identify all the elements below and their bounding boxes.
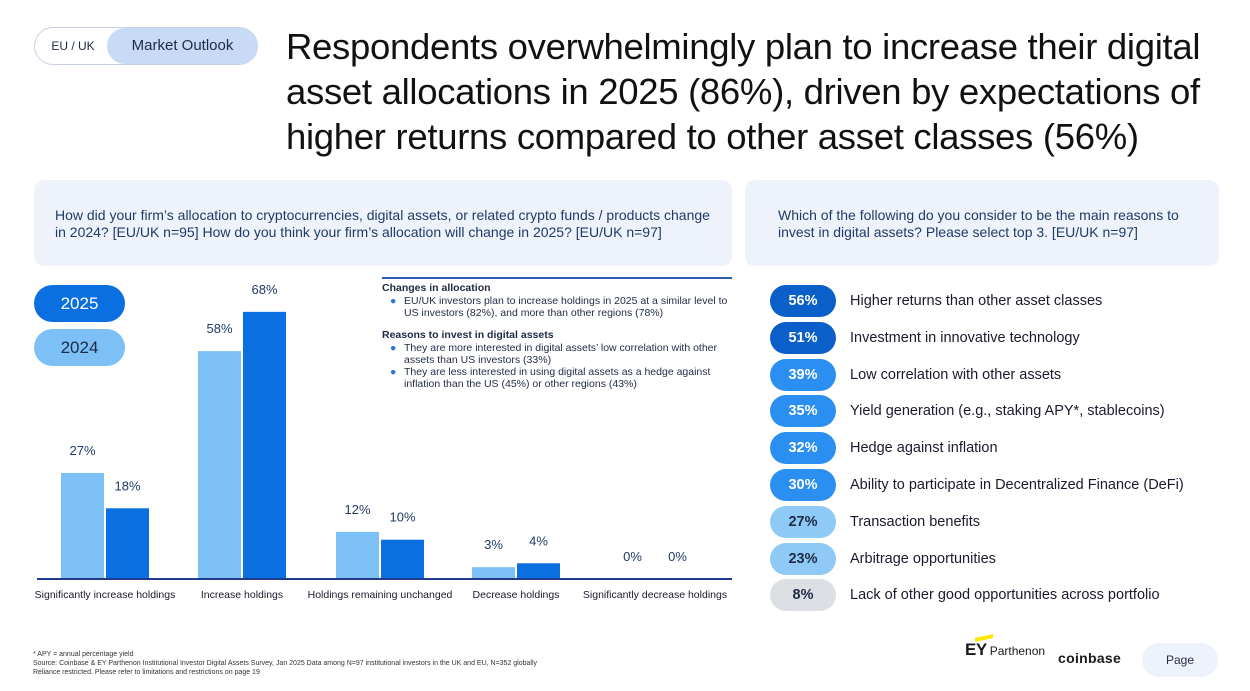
reasons-note-item: ● They are less interested in using digit… [390, 366, 711, 390]
ey-parthenon-logo: EY Parthenon [965, 634, 1045, 660]
bar-2024 [61, 472, 104, 579]
data-label-2024: 3% [484, 537, 503, 552]
allocation-question-box: How did your firm’s allocation to crypto… [34, 180, 732, 266]
reason-label: Ability to participate in Decentralized … [850, 477, 1184, 493]
bar-2025 [517, 563, 560, 579]
bar-2024 [198, 351, 241, 579]
reason-percent-badge: 30% [770, 469, 836, 501]
category-label: Significantly decrease holdings [583, 589, 727, 601]
reason-percent-badge: 51% [770, 321, 836, 354]
reason-label: Transaction benefits [850, 513, 981, 530]
bar-2024 [472, 567, 515, 579]
insight-notes: Changes in allocation ● EU/UK investors p… [382, 277, 732, 390]
reason-percent-badge: 32% [770, 432, 836, 465]
reason-label: Low correlation with other assets [850, 366, 1062, 383]
data-label-2024: 58% [206, 321, 232, 336]
data-label-2025: 10% [389, 510, 415, 525]
data-label-2025: 0% [668, 549, 687, 564]
reason-label: Higher returns than other asset classes [850, 293, 1103, 309]
coinbase-logo: coinbase [1058, 650, 1122, 666]
legend-2025: 2025 [34, 285, 125, 322]
reason-percent-badge: 35% [770, 395, 836, 428]
region-label[interactable]: EU / UK [51, 39, 95, 53]
reason-label: Hedge against inflation [850, 440, 998, 457]
reason-percent-badge: 27% [770, 505, 836, 538]
category-label: Holdings remaining unchanged [308, 589, 453, 601]
reasons-notes-heading: Reasons to invest in digital assets [382, 329, 554, 341]
bar-2025 [106, 508, 149, 579]
data-label-2024: 27% [69, 443, 95, 458]
data-label-2024: 12% [344, 502, 370, 517]
reason-label: Arbitrage opportunities [850, 550, 996, 567]
reasons-question: Which of the following do you consider t… [778, 207, 1179, 240]
reason-percent-badge: 56% [770, 285, 836, 317]
page-indicator[interactable]: Page [1142, 643, 1218, 677]
allocation-notes-heading: Changes in allocation [382, 282, 491, 294]
category-label: Decrease holdings [473, 589, 560, 601]
allocation-bar-chart: 27% 18% Significantly increase holdings 58%… [35, 282, 732, 601]
section-label[interactable]: Market Outlook [107, 28, 258, 64]
reason-label: Investment in innovative technology [850, 329, 1080, 346]
category-label: Increase holdings [201, 589, 283, 601]
footnote: * APY = annual percentage yield Source: … [33, 651, 538, 676]
data-label-2025: 68% [251, 282, 277, 297]
page-title: Respondents overwhelmingly plan to incre… [286, 26, 1201, 157]
data-label-2025: 4% [529, 533, 548, 548]
reason-label: Yield generation (e.g., staking APY*, st… [850, 403, 1165, 420]
allocation-question: How did your firm’s allocation to crypto… [55, 207, 710, 240]
reasons-question-box: Which of the following do you consider t… [745, 180, 1219, 266]
region-toggle[interactable]: EU / UK Market Outlook [34, 27, 258, 65]
reason-percent-badge: 39% [770, 358, 836, 391]
data-label-2024: 0% [623, 549, 642, 564]
bar-2025 [243, 311, 286, 579]
allocation-note-item: ● EU/UK investors plan to increase holdin… [390, 295, 728, 319]
reason-label: Lack of other good opportunities across … [850, 587, 1160, 604]
legend-2024: 2024 [34, 329, 125, 366]
bar-2025 [381, 539, 424, 579]
reason-percent-badge: 23% [770, 542, 836, 575]
data-label-2025: 18% [114, 478, 140, 493]
bar-2024 [336, 531, 379, 579]
category-label: Significantly increase holdings [35, 589, 176, 601]
reason-percent-badge: 8% [770, 579, 836, 612]
reasons-note-item: ● They are more interested in digital ass… [390, 342, 718, 366]
